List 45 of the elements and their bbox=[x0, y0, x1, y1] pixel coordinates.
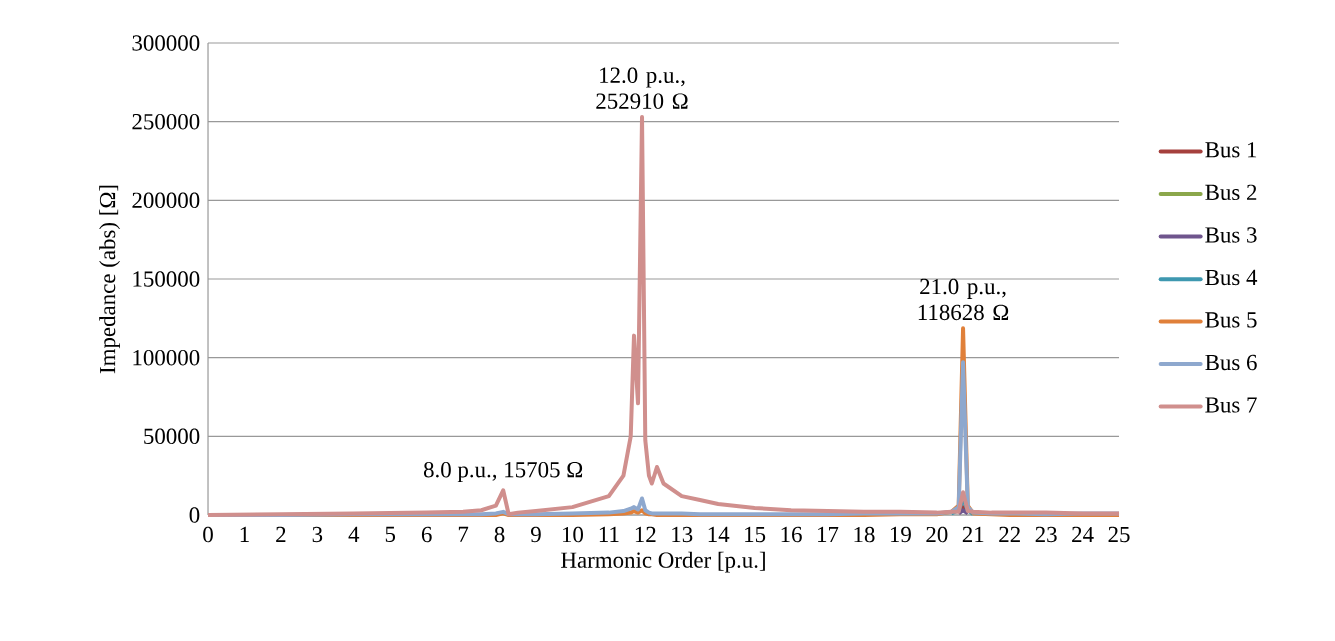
y-tick-label: 200000 bbox=[132, 192, 200, 209]
y-tick-label: 250000 bbox=[132, 113, 200, 130]
y-tick-label: 150000 bbox=[133, 271, 200, 287]
legend-label: Bus 2 bbox=[1205, 184, 1257, 201]
x-tick-label: 12 bbox=[635, 526, 656, 542]
x-axis-title: Harmonic Order [p.u.] bbox=[561, 551, 765, 573]
annotation: 8.0 p.u., 15705 Ω bbox=[423, 461, 583, 483]
x-tick-label: 22 bbox=[999, 526, 1020, 542]
annotation: 21.0 p.u., 118628 Ω bbox=[918, 278, 1009, 321]
y-tick-label: 50000 bbox=[144, 428, 200, 445]
x-tick-label: 17 bbox=[818, 526, 839, 542]
legend-label: Bus 1 bbox=[1205, 142, 1257, 158]
y-tick-label: 100000 bbox=[133, 349, 200, 366]
x-tick-label: 13 bbox=[672, 526, 693, 543]
x-tick-label: 23 bbox=[1035, 526, 1057, 543]
x-tick-label: 18 bbox=[854, 526, 875, 543]
legend-label: Bus 5 bbox=[1205, 312, 1257, 328]
x-tick-label: 25 bbox=[1108, 526, 1130, 543]
legend-label: Bus 4 bbox=[1205, 269, 1258, 286]
y-axis-title: Impedance (abs) [Ω] bbox=[99, 185, 120, 374]
legend-label: Bus 3 bbox=[1205, 227, 1257, 243]
x-tick-label: 3 bbox=[312, 526, 323, 543]
x-tick-label: 0 bbox=[203, 526, 213, 543]
x-tick-label: 14 bbox=[708, 526, 730, 542]
x-tick-label: 4 bbox=[348, 526, 360, 542]
x-tick-label: 1 bbox=[240, 526, 249, 542]
x-tick-label: 20 bbox=[926, 526, 948, 543]
x-tick-label: 2 bbox=[276, 526, 286, 542]
x-tick-label: 19 bbox=[890, 526, 911, 543]
x-tick-label: 5 bbox=[385, 526, 396, 543]
x-tick-label: 15 bbox=[745, 526, 766, 543]
annotation: 12.0 p.u., 252910 Ω bbox=[596, 67, 688, 109]
x-tick-label: 6 bbox=[421, 526, 432, 543]
y-tick-label: 300000 bbox=[132, 35, 200, 51]
x-tick-label: 10 bbox=[562, 526, 584, 543]
x-tick-label: 8 bbox=[494, 526, 505, 543]
x-tick-label: 9 bbox=[530, 526, 541, 543]
x-tick-label: 16 bbox=[781, 526, 802, 543]
x-tick-label: 7 bbox=[458, 526, 469, 542]
legend-label: Bus 7 bbox=[1205, 397, 1257, 413]
legend-label: Bus 6 bbox=[1205, 354, 1257, 371]
x-tick-label: 11 bbox=[599, 526, 619, 542]
x-tick-label: 21 bbox=[962, 526, 984, 542]
x-tick-label: 24 bbox=[1072, 526, 1094, 542]
y-tick-label: 0 bbox=[189, 507, 200, 523]
